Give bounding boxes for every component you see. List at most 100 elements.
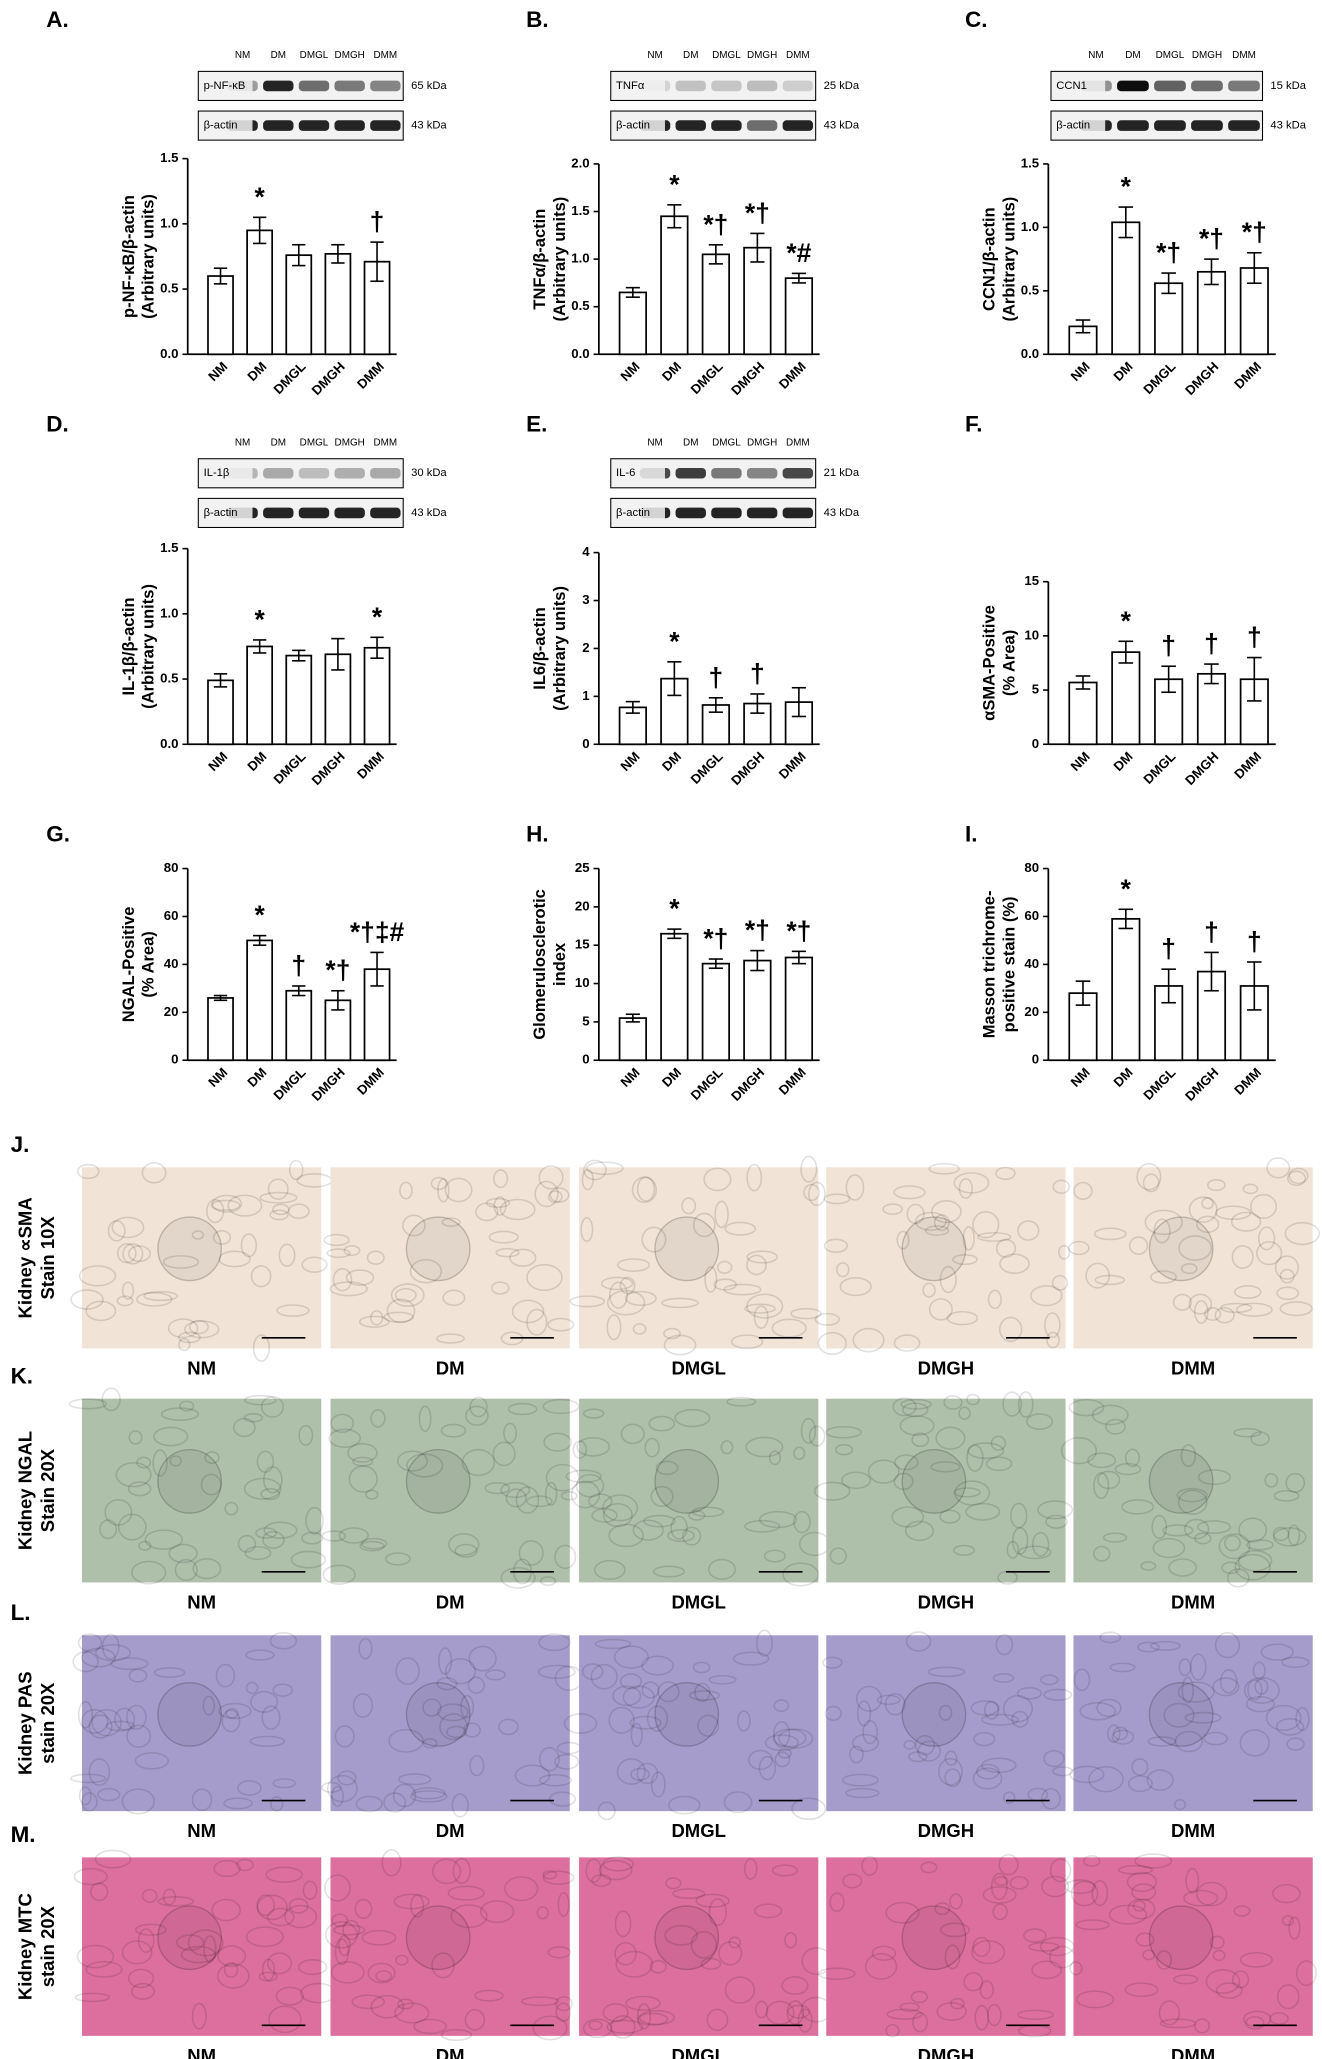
tissue-texture	[130, 1982, 156, 2000]
tissue-texture	[267, 1178, 289, 1200]
tissue-texture	[1128, 1236, 1149, 1256]
tissue-texture	[630, 1767, 650, 1781]
x-tick-label: NM	[205, 749, 230, 774]
column-label: DM	[436, 1357, 465, 1378]
tissue-texture	[1142, 1949, 1156, 1961]
tissue-texture	[682, 1526, 702, 1546]
tissue-texture	[1031, 1531, 1050, 1557]
tissue-texture	[1075, 1919, 1110, 1931]
tissue-texture	[268, 2005, 302, 2034]
tissue-texture	[602, 1856, 635, 1872]
tissue-texture	[514, 1764, 551, 1787]
tissue-texture	[178, 1338, 191, 1352]
tissue-texture	[782, 1562, 820, 1587]
tissue-texture	[365, 1489, 379, 1500]
x-tick-label: DMM	[1231, 1065, 1264, 1098]
tissue-texture	[1011, 1527, 1029, 1555]
lane-label: NM	[1088, 50, 1103, 61]
tissue-texture	[695, 1893, 730, 1908]
tissue-texture	[903, 1739, 916, 1750]
tissue-texture	[992, 1903, 1008, 1921]
tissue-texture	[1109, 1662, 1136, 1673]
tissue-texture	[258, 1971, 278, 1982]
tissue-texture	[1112, 1726, 1129, 1741]
tissue-texture	[85, 1960, 123, 1978]
tissue-texture	[624, 1290, 657, 1307]
tissue-texture	[1099, 1631, 1122, 1644]
error-bar	[1118, 206, 1134, 239]
y-axis-title: IL-1β/β-actin	[119, 597, 138, 695]
blot-band	[1117, 120, 1149, 131]
tissue-texture	[952, 1544, 976, 1556]
tissue-texture	[1107, 1724, 1121, 1743]
tissue-texture	[836, 1262, 850, 1278]
tissue-texture	[949, 1893, 963, 1910]
panel-label: C.	[965, 7, 987, 32]
lane-label: DMM	[374, 50, 398, 61]
tissue-texture	[259, 1191, 298, 1204]
tissue-texture	[1075, 1990, 1115, 2009]
tissue-texture	[351, 1994, 386, 2010]
tissue-texture	[168, 1543, 198, 1564]
kda-label: 15 kDa	[1270, 80, 1306, 92]
blot-band	[298, 467, 330, 479]
blot-band	[782, 120, 814, 131]
tissue-texture	[1257, 1226, 1276, 1251]
tissue-texture	[912, 2012, 929, 2033]
tissue-texture	[1247, 1679, 1263, 1701]
tissue-texture	[78, 1786, 92, 1806]
x-tick-label: DMGL	[1140, 749, 1178, 787]
tissue-texture	[322, 1564, 356, 1585]
lane-label: DMM	[786, 437, 810, 448]
y-tick-label: 0.0	[1021, 346, 1039, 361]
blot-band	[298, 120, 330, 131]
tissue-texture	[641, 1681, 660, 1699]
tissue-texture	[999, 1253, 1030, 1274]
tissue-texture	[1046, 1331, 1060, 1349]
label-bg	[612, 115, 665, 137]
tissue-texture	[101, 1633, 120, 1660]
y-tick-label: 80	[1024, 860, 1039, 875]
tissue-texture	[778, 1728, 814, 1749]
y-tick-label: 0.5	[160, 281, 178, 296]
tissue-texture	[936, 2002, 967, 2021]
blot-band	[263, 507, 294, 519]
tissue-texture	[301, 1531, 324, 1545]
tissue-texture	[245, 1649, 275, 1661]
column-label: DMM	[1171, 1820, 1215, 1841]
significance-mark: *†	[1199, 224, 1224, 254]
tissue-texture	[1242, 2010, 1272, 2028]
tissue-texture	[272, 1683, 294, 1697]
tissue-texture	[560, 1490, 578, 1501]
tissue-texture	[178, 1400, 195, 1412]
tissue-texture	[348, 1465, 378, 1493]
micrograph	[1073, 1635, 1313, 1812]
tissue-texture	[632, 1519, 664, 1541]
tissue-texture	[882, 1203, 903, 1215]
x-tick-label: DM	[244, 749, 269, 774]
tissue-texture	[77, 1633, 103, 1652]
label-bg	[199, 75, 253, 97]
tissue-texture	[504, 1876, 539, 1902]
tissue-texture	[700, 1957, 722, 1970]
glomerulus	[654, 1448, 720, 1514]
tissue-texture	[1006, 1540, 1020, 1559]
tissue-texture	[1246, 1539, 1274, 1551]
blot-band	[1228, 80, 1260, 92]
tissue-texture	[431, 1858, 462, 1885]
x-tick-label: NM	[205, 359, 230, 384]
x-tick-label: DMGH	[1182, 359, 1221, 398]
tissue-texture	[144, 1529, 184, 1550]
tissue-texture	[169, 1455, 182, 1467]
tissue-texture	[217, 1963, 250, 1989]
significance-mark: *†‡#	[350, 917, 405, 947]
tissue-texture	[1140, 1561, 1157, 1571]
tissue-texture	[943, 1395, 963, 1410]
error-bar	[667, 204, 682, 229]
tissue-texture	[704, 1266, 718, 1293]
tissue-texture	[1093, 1472, 1110, 1500]
tissue-texture	[1131, 1758, 1149, 1777]
tissue-texture	[1149, 1640, 1181, 1651]
tissue-texture	[771, 1864, 798, 1877]
tissue-texture	[992, 1673, 1015, 1683]
